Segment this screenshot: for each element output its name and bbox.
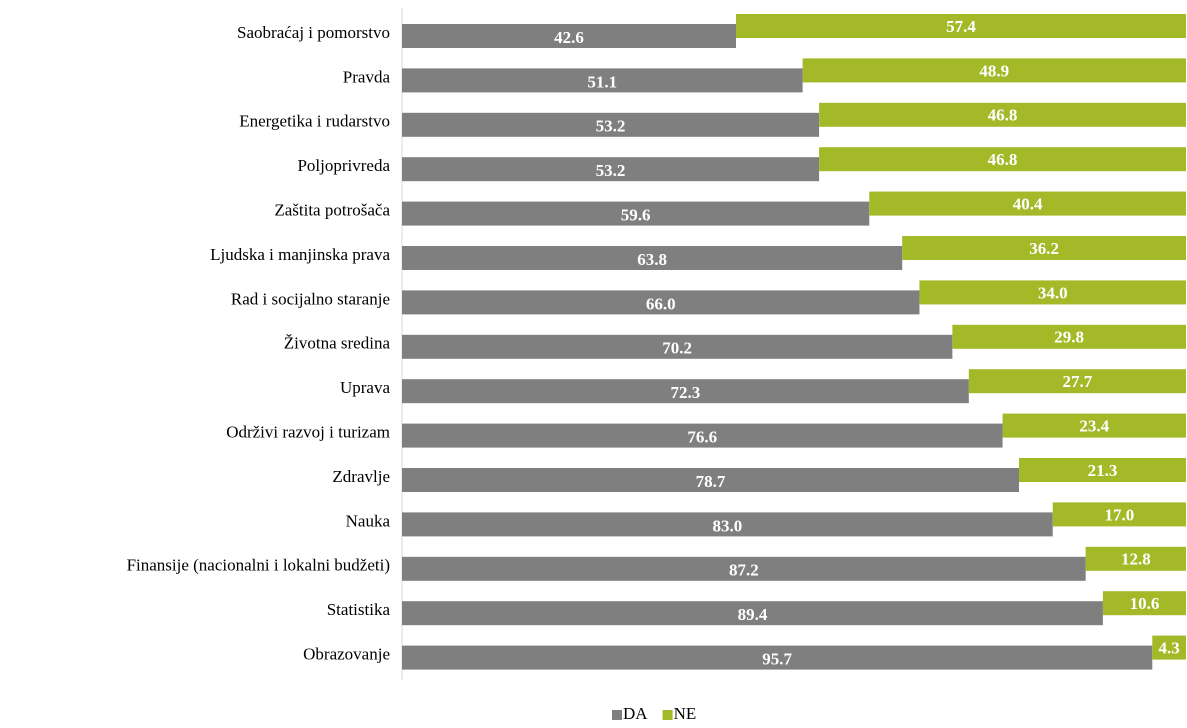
category-label: Zaštita potrošača [274, 201, 390, 220]
value-label: 12.8 [1121, 550, 1151, 569]
value-label: 29.8 [1054, 328, 1084, 347]
value-label: 53.2 [596, 117, 626, 136]
category-label: Ljudska i manjinska prava [210, 245, 390, 264]
bar-segment [402, 290, 920, 315]
category-label: Nauka [346, 511, 391, 530]
value-label: 46.8 [988, 106, 1018, 125]
value-label: 10.6 [1130, 594, 1160, 613]
bar-segment [968, 369, 1186, 394]
value-label: 66.0 [646, 294, 676, 313]
value-label: 87.2 [729, 561, 759, 580]
value-label: 59.6 [621, 206, 651, 225]
category-label: Životna sredina [284, 334, 391, 353]
bar-segment [902, 236, 1186, 260]
bar-segment [819, 102, 1186, 127]
value-label: 4.3 [1159, 639, 1180, 658]
value-label: 17.0 [1104, 505, 1134, 524]
bar-segment [869, 191, 1186, 216]
bar-segment [819, 147, 1186, 172]
value-label: 36.2 [1029, 239, 1059, 258]
value-label: 53.2 [596, 161, 626, 180]
value-label: 27.7 [1063, 372, 1093, 391]
category-label: Saobraćaj i pomorstvo [237, 23, 390, 42]
bar-segment [402, 645, 1153, 670]
category-label: Rad i socijalno staranje [231, 289, 390, 308]
legend-swatch [612, 710, 622, 720]
bar-segment [1002, 413, 1186, 438]
bar-segment [952, 324, 1186, 349]
bar-segment [1102, 591, 1186, 616]
category-label: Uprava [340, 378, 390, 397]
category-label: Zdravlje [332, 467, 390, 486]
bar-segment [402, 556, 1086, 581]
bar-segment [402, 468, 1020, 492]
value-label: 72.3 [671, 383, 701, 402]
category-label: Statistika [327, 600, 391, 619]
bar-segment [402, 246, 903, 270]
value-label: 70.2 [662, 339, 692, 358]
bar-segment [919, 280, 1186, 305]
bar-segment [1085, 546, 1186, 571]
category-label: Finansije (nacionalni i lokalni budžeti) [127, 556, 390, 575]
legend-swatch [662, 710, 673, 720]
value-label: 34.0 [1038, 283, 1068, 302]
bar-segment [402, 334, 953, 359]
bar-segment [402, 157, 820, 182]
category-label: Održivi razvoj i turizam [226, 423, 390, 442]
category-label: Obrazovanje [303, 645, 390, 664]
value-label: 23.4 [1079, 417, 1109, 436]
bar-segment [402, 68, 803, 93]
bar-segment [1152, 635, 1186, 660]
legend-label: NE [674, 704, 697, 723]
legend-label: DA [623, 704, 648, 723]
value-label: 78.7 [696, 472, 726, 491]
value-label: 21.3 [1088, 461, 1118, 480]
bar-segment [1052, 502, 1186, 527]
category-label: Pravda [343, 67, 391, 86]
value-label: 46.8 [988, 150, 1018, 169]
bar-segment [402, 379, 969, 404]
bar-segment [1019, 458, 1186, 482]
value-label: 48.9 [979, 61, 1009, 80]
bar-segment [802, 58, 1186, 83]
bar-segment [402, 423, 1003, 448]
value-label: 95.7 [762, 650, 792, 669]
bar-segment [402, 201, 870, 226]
value-label: 89.4 [738, 605, 768, 624]
bar-segment [402, 112, 820, 137]
value-label: 76.6 [687, 428, 717, 447]
value-label: 57.4 [946, 17, 976, 36]
bar-segment [402, 601, 1103, 626]
value-label: 83.0 [712, 516, 742, 535]
value-label: 40.4 [1013, 195, 1043, 214]
value-label: 63.8 [637, 250, 667, 269]
category-label: Energetika i rudarstvo [239, 112, 390, 131]
value-label: 51.1 [587, 72, 617, 91]
bar-segment [402, 512, 1053, 537]
bar-segment [402, 24, 736, 48]
bar-segment [735, 14, 1186, 38]
value-label: 42.6 [554, 28, 584, 47]
category-label: Poljoprivreda [297, 156, 390, 175]
